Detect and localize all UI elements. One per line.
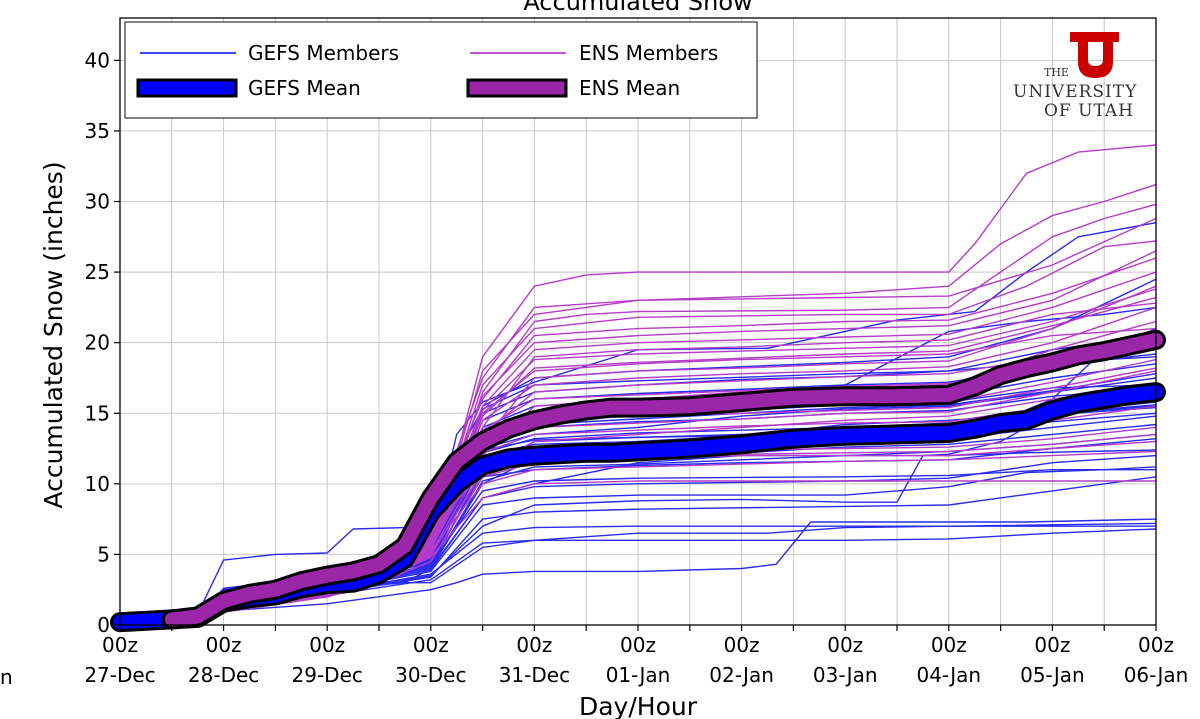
- y-tick-label: 15: [85, 401, 110, 425]
- y-tick-label: 25: [85, 260, 110, 284]
- legend-label-gefs-mean: GEFS Mean: [248, 76, 361, 100]
- y-axis-label: Accumulated Snow (inches): [39, 161, 68, 508]
- x-tick-label-hour: 00z: [516, 633, 552, 657]
- logo-the-text: THE: [1044, 66, 1069, 79]
- x-tick-label-date: 27-Dec: [84, 663, 155, 687]
- x-tick-label-date: 29-Dec: [292, 663, 363, 687]
- y-tick-label: 30: [85, 190, 110, 214]
- x-tick-label-hour: 00z: [1138, 633, 1174, 657]
- y-tick-label: 40: [85, 48, 110, 72]
- x-tick-label-date: 03-Jan: [813, 663, 878, 687]
- legend-label-ens-mean: ENS Mean: [579, 76, 680, 100]
- x-tick-label-hour: 00z: [309, 633, 345, 657]
- y-tick-label: 0: [97, 613, 110, 637]
- x-tick-label-date: 06-Jan: [1124, 663, 1189, 687]
- axis-ticks: 0 5 10 15 20 25 30 35 40 00z 27-Dec 00z 28-Dec 00z 29-…: [84, 48, 1188, 687]
- y-tick-label: 10: [85, 472, 110, 496]
- x-tick-label-hour: 00z: [620, 633, 656, 657]
- university-of-utah-logo: THE UNIVERSITY OF UTAH: [1013, 32, 1137, 121]
- x-tick-label-hour: 00z: [413, 633, 449, 657]
- x-tick-label-hour: 00z: [206, 633, 242, 657]
- x-tick-label-date: 30-Dec: [395, 663, 466, 687]
- y-tick-label: 5: [97, 542, 110, 566]
- x-tick-label-date: 28-Dec: [188, 663, 259, 687]
- x-tick-label-hour: 00z: [724, 633, 760, 657]
- gefs-member-line: [119, 518, 1157, 623]
- plot-area: [110, 17, 1166, 633]
- legend-swatch-gefs-mean: [136, 78, 238, 98]
- block-u-logo-icon: [1070, 32, 1119, 78]
- ens-mean-line: [164, 332, 1163, 627]
- x-tick-label-date: 02-Jan: [709, 663, 774, 687]
- x-tick-label-hour: 00z: [102, 633, 138, 657]
- x-tick-label-date: 31-Dec: [499, 663, 570, 687]
- legend: GEFS Members ENS Members GEFS Mean ENS M…: [124, 21, 758, 119]
- x-tick-label-hour: 00z: [1034, 633, 1070, 657]
- x-tick-label-hour: 00z: [931, 633, 967, 657]
- legend-swatch-ens-mean: [466, 78, 568, 98]
- x-tick-label-date: 04-Jan: [916, 663, 981, 687]
- logo-university-text: UNIVERSITY: [1013, 82, 1137, 102]
- x-tick-label-hour: 00z: [827, 633, 863, 657]
- x-axis-label: Day/Hour: [579, 692, 698, 719]
- x-tick-label-date: 01-Jan: [606, 663, 671, 687]
- clipped-left-date-label: n: [0, 665, 13, 689]
- y-tick-label: 35: [85, 119, 110, 143]
- y-tick-label: 20: [85, 331, 110, 355]
- legend-box: [124, 21, 758, 119]
- chart-title: Accumulated Snow: [523, 0, 752, 16]
- legend-label-gefs-members: GEFS Members: [248, 41, 399, 65]
- logo-of-utah-text: OF UTAH: [1044, 101, 1134, 121]
- legend-label-ens-members: ENS Members: [579, 41, 718, 65]
- x-tick-label-date: 05-Jan: [1020, 663, 1085, 687]
